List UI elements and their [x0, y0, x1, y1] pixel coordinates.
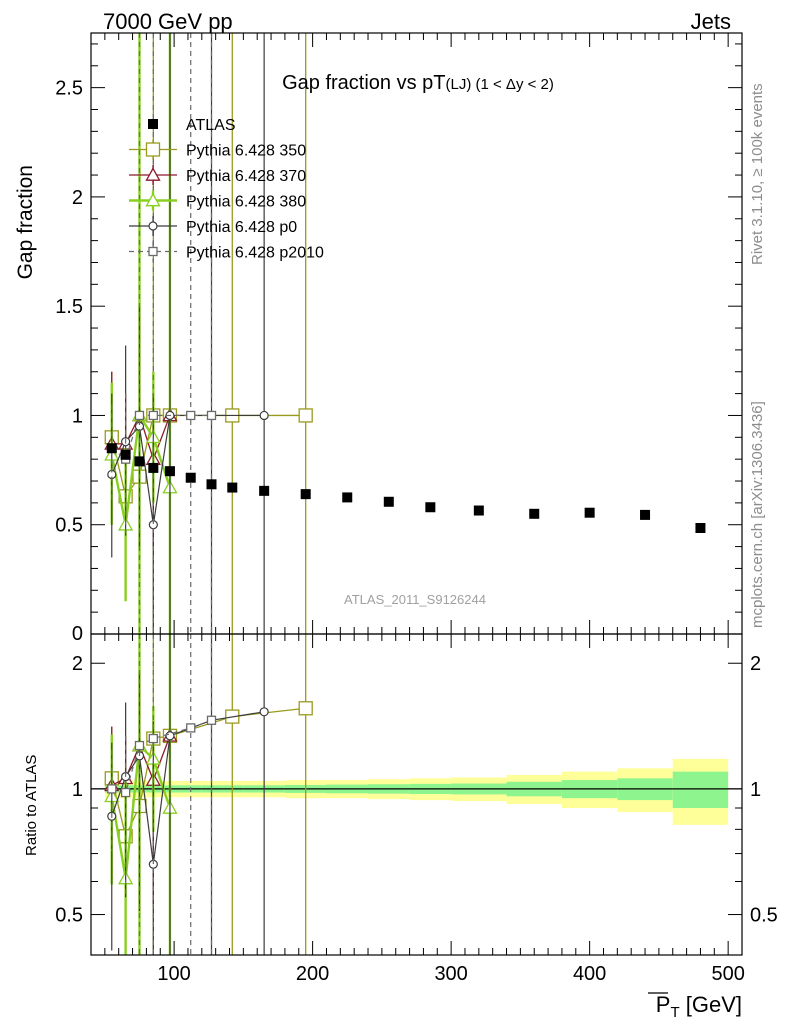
legend-label-pythia-6-428-p0: Pythia 6.428 p0	[186, 219, 297, 236]
ratio-x-tick-label-2: 300	[434, 963, 467, 985]
rivet-version-label: Rivet 3.1.10, ≥ 100k events	[749, 83, 766, 265]
main-point-atlas-13	[473, 505, 484, 516]
ratio-x-tick-label-1: 200	[296, 963, 329, 985]
main-point-pythia-6-428-p2010-5	[206, 410, 217, 421]
ratio-line-pythia-6-428-350	[111, 707, 306, 839]
main-watermark: ATLAS_2011_S9126244	[344, 592, 486, 607]
main-point-atlas-0	[106, 443, 117, 454]
main-point-atlas-4	[164, 466, 175, 477]
main-point-atlas-6	[206, 479, 217, 490]
ratio-y-axis-label: Ratio to ATLAS	[23, 755, 40, 856]
main-point-atlas-3	[148, 462, 159, 473]
main-point-pythia-6-428-p0-6	[259, 410, 269, 421]
x-axis-label-text: PT [GeV]	[656, 992, 742, 1021]
main-point-atlas-5	[185, 472, 196, 483]
legend-entry-pythia-6-428-p0: Pythia 6.428 p0	[129, 216, 297, 236]
legend-entry-pythia-6-428-p2010: Pythia 6.428 p2010	[129, 241, 324, 262]
ratio-point-pythia-6-428-p0-6	[259, 707, 269, 717]
main-point-atlas-2	[134, 456, 145, 467]
ratio-uncertainty-band	[104, 758, 729, 825]
main-series-atlas	[106, 443, 706, 534]
legend-marker-pythia-6-428-p2010	[148, 246, 158, 257]
ratio-series-pythia-6-428-380	[104, 634, 178, 955]
legend-entry-pythia-6-428-380: Pythia 6.428 380	[129, 190, 306, 211]
main-title-range: (1 < Δy < 2)	[476, 76, 554, 93]
main-point-atlas-11	[383, 496, 394, 507]
legend-label-pythia-6-428-p2010: Pythia 6.428 p2010	[186, 245, 324, 262]
main-point-atlas-7	[227, 482, 238, 493]
main-series-layer	[104, 33, 706, 634]
main-point-atlas-17	[695, 523, 706, 534]
ratio-point-pythia-6-428-p2010-0	[107, 784, 117, 794]
legend-marker-pythia-6-428-350	[145, 142, 161, 157]
main-series-pythia-6-428-380	[104, 33, 178, 634]
main-point-pythia-6-428-p2010-3	[148, 410, 158, 421]
x-axis-label: PT [GeV]	[648, 992, 742, 1021]
main-y-tick-label-3: 2	[72, 187, 83, 209]
ratio-panel-frame	[90, 633, 743, 956]
ratio-series-pythia-6-428-350	[104, 634, 313, 955]
main-point-atlas-14	[529, 508, 540, 519]
main-y-tick-label-2: 1.5	[55, 296, 83, 318]
main-axes: 0.5 1 1.5 2 2.5 0	[55, 33, 742, 645]
legend-entry-pythia-6-428-350: Pythia 6.428 350	[129, 139, 306, 160]
main-point-pythia-6-428-350-6	[298, 408, 313, 423]
ratio-series-layer	[104, 634, 313, 955]
main-y-tick-label-zero: 0	[72, 623, 83, 645]
ratio-y-tick-label-right-2: 2	[750, 653, 761, 675]
main-title-text: Gap fraction vs pT	[282, 72, 445, 94]
main-point-pythia-6-428-p2010-2	[134, 410, 145, 421]
main-y-tick-label-1: 1	[72, 405, 83, 427]
ratio-y-tick-label-right-0: 0.5	[750, 905, 778, 927]
ratio-y-tick-label-0: 0.5	[55, 905, 83, 927]
legend-marker-atlas	[148, 119, 158, 129]
main-point-atlas-1	[120, 449, 131, 460]
ratio-point-pythia-6-428-p2010-2	[134, 740, 145, 751]
ratio-point-pythia-6-428-p2010-5	[206, 715, 217, 725]
legend: ATLAS Pythia 6.428 350 Pythia 6.428 370 Pyt…	[129, 117, 324, 262]
main-series-pythia-6-428-370	[104, 33, 178, 634]
main-point-atlas-15	[584, 507, 595, 518]
main-point-pythia-6-428-p2010-4	[186, 410, 196, 421]
ratio-band-inner-17	[672, 771, 729, 808]
mcplots-label: mcplots.cern.ch [arXiv:1306.3436]	[749, 401, 766, 628]
legend-marker-pythia-6-428-380	[145, 192, 161, 207]
ratio-x-tick-label-3: 400	[573, 963, 606, 985]
ratio-point-pythia-6-428-p2010-3	[148, 733, 158, 744]
legend-marker-pythia-6-428-370	[145, 167, 161, 181]
legend-label-pythia-6-428-370: Pythia 6.428 370	[186, 168, 306, 185]
legend-entry-atlas: ATLAS	[148, 117, 236, 134]
main-point-atlas-9	[300, 489, 311, 500]
main-y-axis-label: Gap fraction	[14, 165, 37, 279]
main-point-atlas-16	[640, 509, 651, 520]
main-title-subscript: (LJ)	[446, 76, 476, 93]
ratio-axes: 100 200 300 400 500 0.5 0.5 1 1 2 2	[55, 634, 778, 985]
ratio-y-tick-label-1: 1	[72, 779, 83, 801]
header-right-label: Jets	[691, 9, 731, 34]
ratio-y-tick-label-right-1: 1	[750, 779, 761, 801]
ratio-x-tick-label-4: 500	[711, 963, 744, 985]
header-left-label: 7000 GeV pp	[103, 9, 233, 34]
main-title: Gap fraction vs pT(LJ) (1 < Δy < 2)	[282, 72, 554, 94]
legend-label-pythia-6-428-350: Pythia 6.428 350	[186, 143, 306, 160]
main-y-tick-label-0: 0.5	[55, 515, 83, 537]
legend-marker-pythia-6-428-p0	[148, 221, 158, 231]
main-point-atlas-12	[425, 502, 436, 513]
legend-label-pythia-6-428-380: Pythia 6.428 380	[186, 194, 306, 211]
ratio-point-pythia-6-428-p2010-1	[120, 787, 131, 798]
main-y-tick-label-4: 2.5	[55, 78, 83, 100]
legend-label-atlas: ATLAS	[186, 117, 236, 134]
ratio-point-pythia-6-428-p2010-4	[186, 723, 196, 733]
ratio-series-pythia-6-428-p2010	[107, 634, 217, 955]
legend-entry-pythia-6-428-370: Pythia 6.428 370	[129, 165, 306, 185]
ratio-y-tick-label-2: 2	[72, 653, 83, 675]
main-point-atlas-8	[259, 485, 270, 496]
ratio-x-tick-label-0: 100	[157, 963, 190, 985]
ratio-point-pythia-6-428-350-6	[298, 701, 313, 716]
main-point-atlas-10	[342, 492, 353, 503]
